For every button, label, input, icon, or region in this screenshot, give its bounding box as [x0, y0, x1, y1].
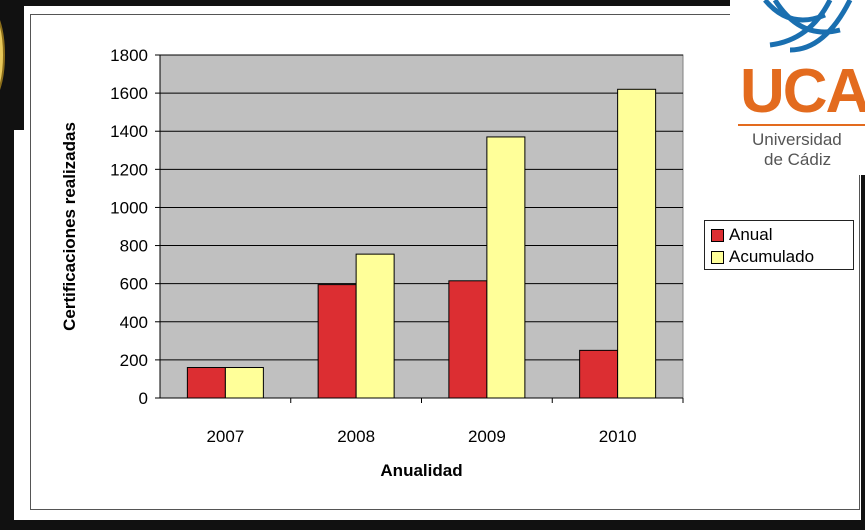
y-tick-label: 800: [120, 237, 148, 256]
y-tick-label: 1400: [110, 122, 148, 141]
x-tick-label: 2008: [337, 427, 375, 446]
y-tick-label: 1800: [110, 46, 148, 65]
bar-anual-2010: [579, 349, 619, 399]
bar-acumulado-2007: [224, 367, 264, 399]
y-tick-label: 1600: [110, 84, 148, 103]
legend-label-acumulado: Acumulado: [729, 247, 815, 266]
bar-acumulado-2009: [486, 136, 526, 399]
y-tick-label: 0: [139, 389, 148, 408]
y-tick-label: 1000: [110, 198, 148, 217]
uca-emblem-icon: [763, 0, 853, 53]
x-axis-title: Anualidad: [380, 461, 462, 480]
y-tick-label: 400: [120, 313, 148, 332]
bar-anual-2008: [317, 284, 357, 399]
uca-line2: de Cádiz: [764, 150, 832, 169]
legend-item-anual: Anual: [711, 225, 772, 245]
plot-area: [159, 54, 684, 399]
bar-acumulado-2010: [617, 88, 657, 399]
x-tick-label: 2009: [468, 427, 506, 446]
legend-item-acumulado: Acumulado: [711, 247, 814, 267]
x-tick-label: 2010: [599, 427, 637, 446]
y-axis-title: Certificaciones realizadas: [60, 122, 79, 331]
legend-label-anual: Anual: [729, 225, 773, 244]
uca-logo: UCA Universidad de Cádiz: [730, 0, 865, 175]
y-tick-label: 200: [120, 351, 148, 370]
legend-swatch-anual: [711, 228, 724, 242]
chart-legend: Anual Acumulado: [704, 220, 854, 270]
legend-swatch-acumulado: [711, 250, 724, 264]
seal-logo: [0, 0, 24, 130]
uca-brand: UCA: [740, 57, 865, 126]
y-tick-label: 1200: [110, 160, 148, 179]
bar-anual-2009: [448, 280, 488, 399]
x-tick-label: 2007: [206, 427, 244, 446]
uca-divider: [738, 124, 865, 126]
bar-anual-2007: [186, 367, 226, 399]
y-tick-label: 600: [120, 275, 148, 294]
uca-line1: Universidad: [752, 130, 842, 149]
bar-acumulado-2008: [355, 253, 395, 399]
